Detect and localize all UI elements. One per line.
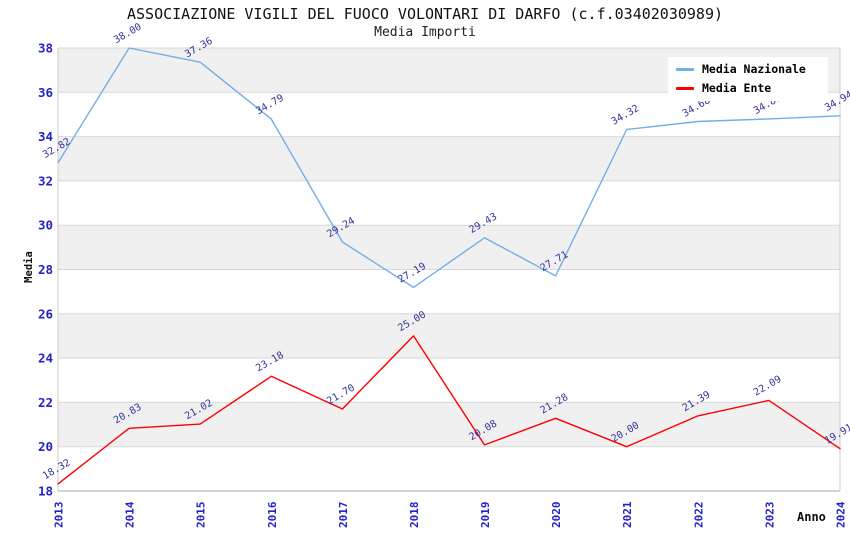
data-point-label-media-nazionale: 34.32: [610, 103, 642, 128]
legend: Media Nazionale Media Ente: [668, 57, 828, 101]
x-axis-title: Anno: [797, 510, 826, 524]
legend-swatch-media-ente-icon: [676, 86, 694, 90]
x-tick-label: 2024: [835, 501, 848, 528]
x-tick-label: 2019: [479, 502, 492, 529]
legend-item-media-nazionale: Media Nazionale: [676, 62, 822, 76]
y-tick-label: 36: [38, 85, 53, 100]
x-tick-label: 2022: [692, 502, 705, 529]
y-tick-label: 28: [38, 262, 53, 277]
y-tick-label: 26: [38, 306, 53, 321]
y-tick-label: 30: [38, 218, 53, 233]
plot-band: [58, 313, 840, 359]
x-tick-label: 2020: [550, 502, 563, 529]
x-tick-label: 2016: [266, 501, 279, 528]
y-tick-label: 34: [38, 129, 53, 144]
data-point-label-media-nazionale: 34.79: [254, 93, 286, 118]
chart-title: ASSOCIAZIONE VIGILI DEL FUOCO VOLONTARI …: [126, 5, 724, 23]
plot-band: [58, 136, 840, 181]
x-tick-label: 2018: [408, 502, 421, 529]
legend-item-media-ente: Media Ente: [676, 81, 822, 95]
legend-swatch-media-nazionale-icon: [676, 67, 694, 71]
x-tick-label: 2015: [195, 502, 208, 529]
x-tick-label: 2023: [763, 502, 776, 529]
x-tick-label: 2014: [124, 501, 137, 528]
x-tick-label: 2017: [337, 502, 350, 529]
data-point-label-media-nazionale: 38.00: [112, 22, 144, 47]
data-point-label-media-ente: 22.09: [752, 374, 784, 399]
chart-subtitle: Media Importi: [374, 25, 476, 40]
y-tick-label: 38: [38, 41, 53, 56]
series-line-media-ente: [57, 335, 841, 485]
y-tick-label: 32: [38, 173, 53, 188]
data-point-label-media-ente: 18.32: [41, 457, 73, 482]
y-tick-label: 20: [38, 439, 53, 454]
series-line-media-nazionale: [57, 47, 841, 289]
legend-label-media-nazionale: Media Nazionale: [702, 62, 806, 76]
x-tick-label: 2021: [621, 501, 634, 528]
y-tick-label: 18: [38, 484, 53, 499]
y-tick-label: 24: [38, 351, 53, 366]
x-tick-label: 2013: [53, 502, 66, 529]
legend-label-media-ente: Media Ente: [702, 81, 772, 95]
y-tick-label: 22: [38, 395, 53, 410]
plot-band: [58, 402, 840, 447]
